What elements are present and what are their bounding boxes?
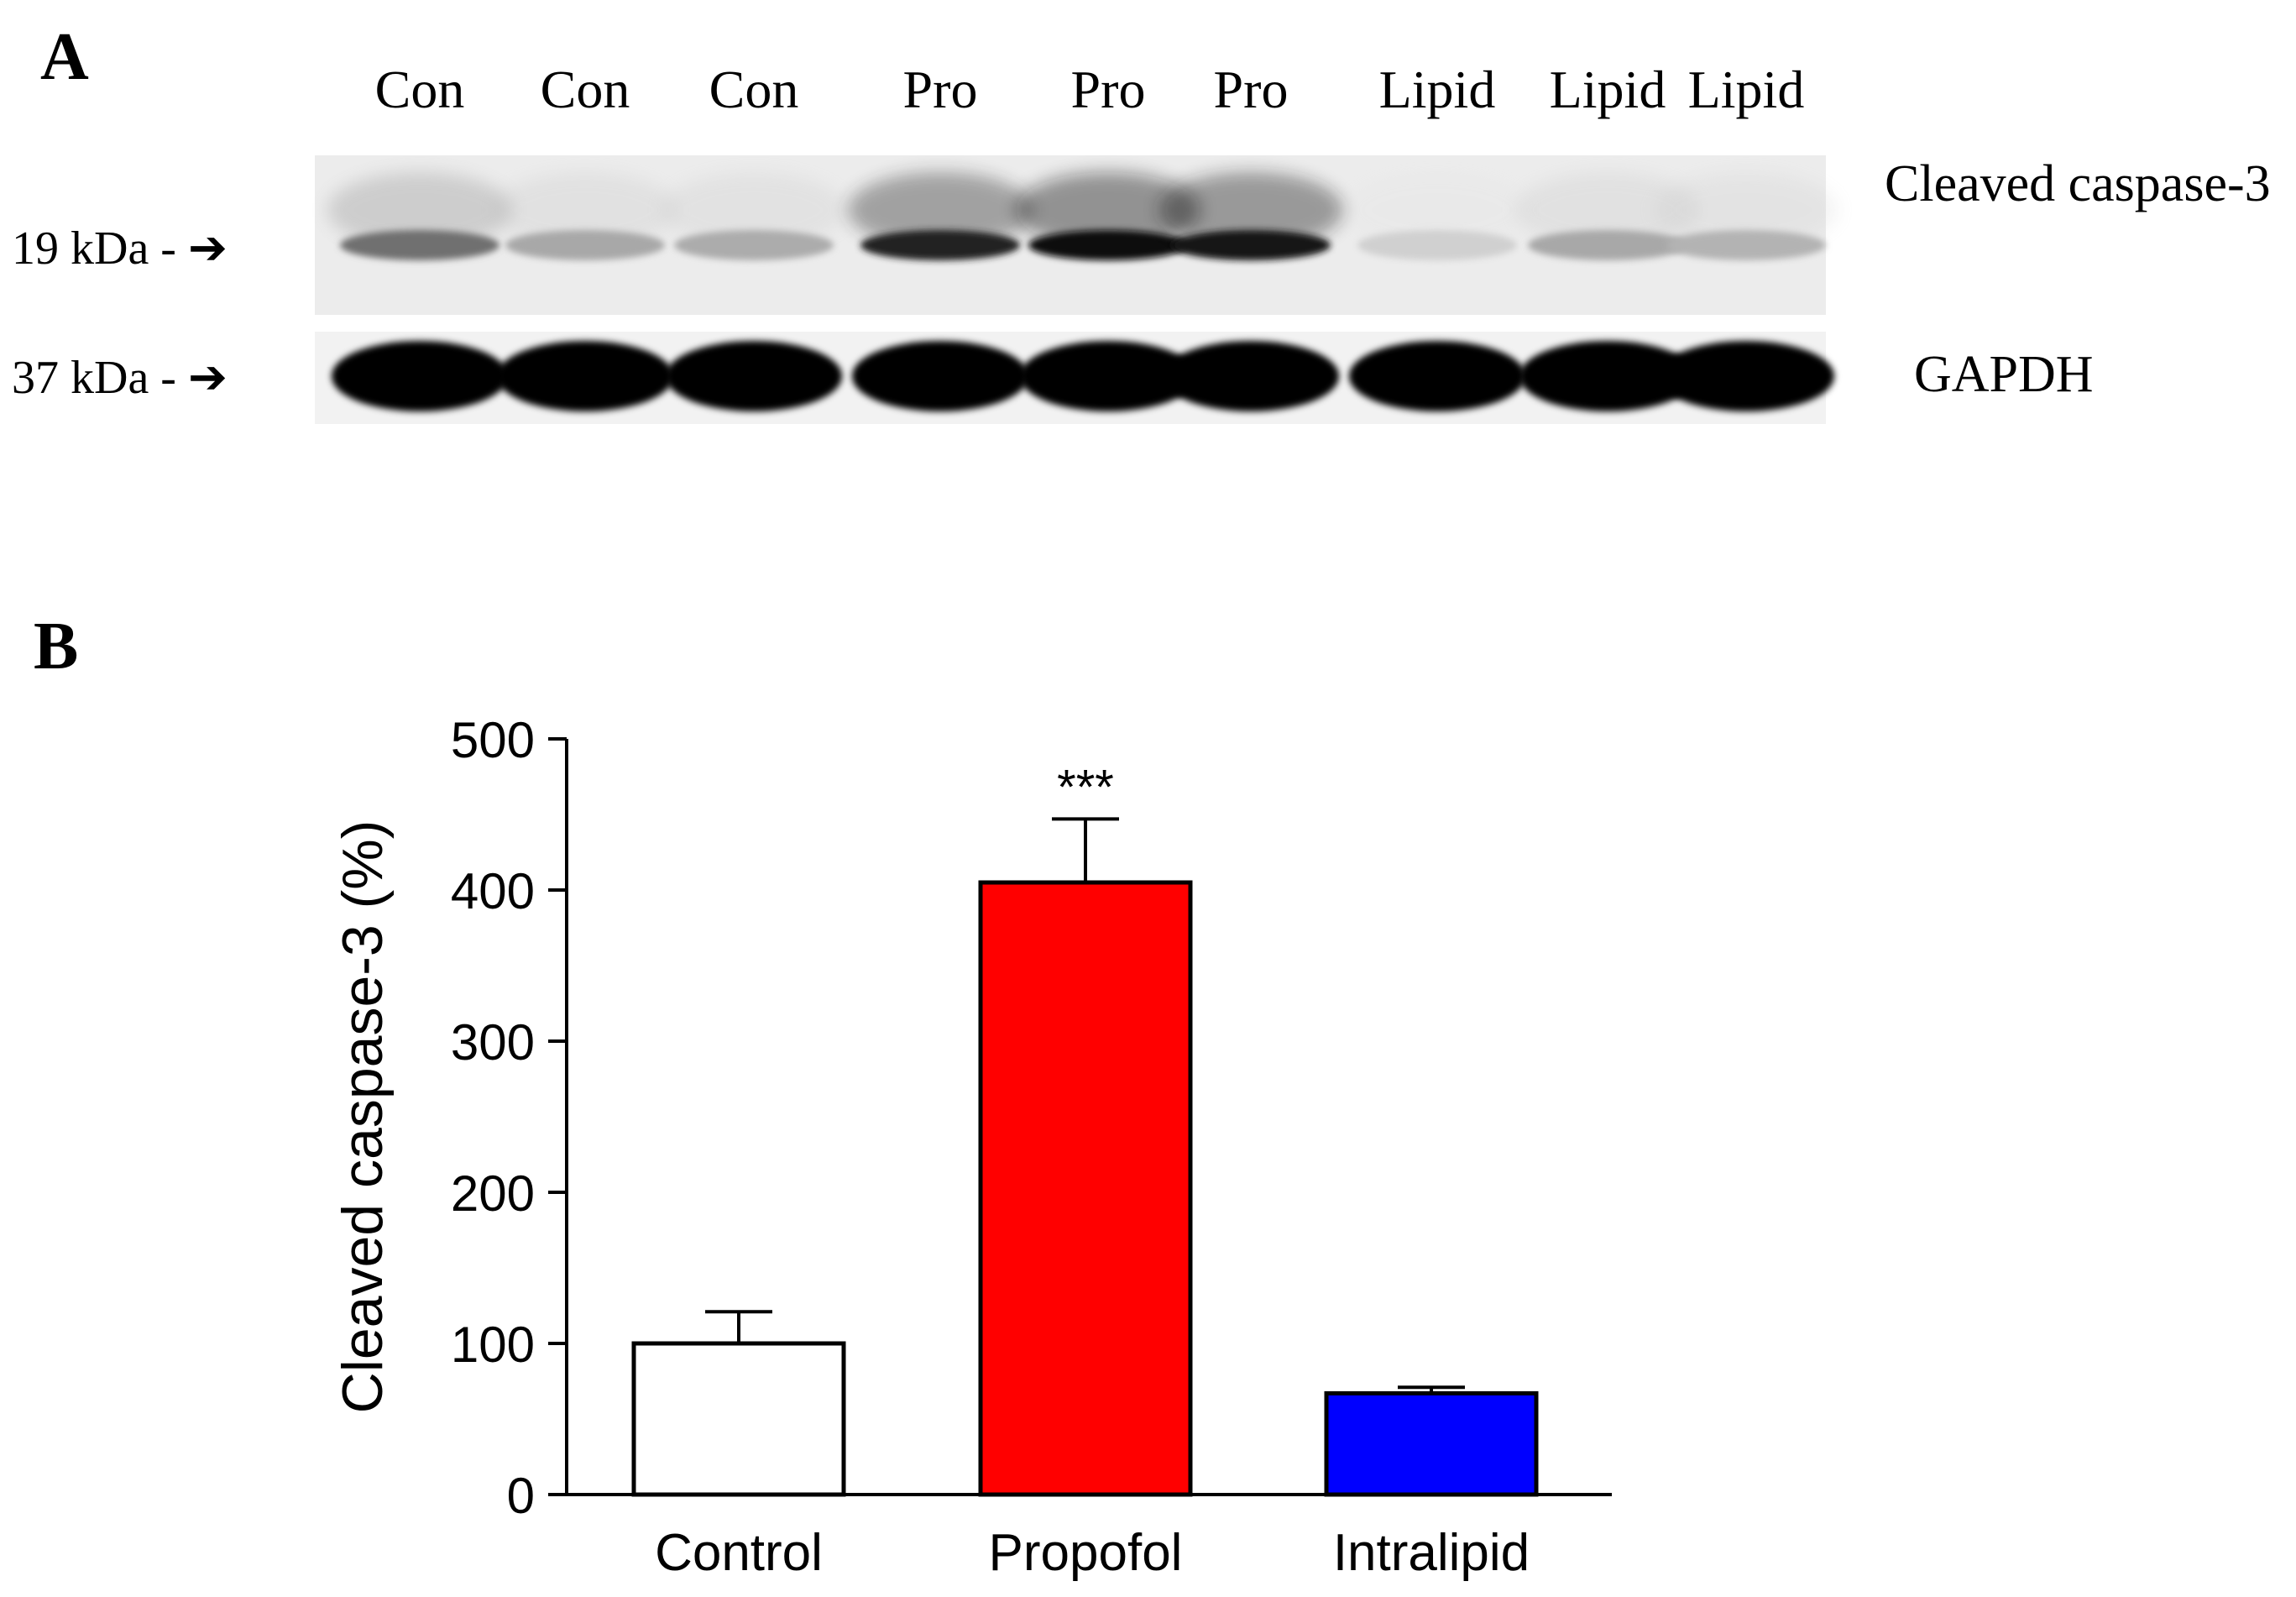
lane-label: Con	[540, 60, 630, 119]
chart-categories: Control Propofol Intralipid	[655, 1524, 1530, 1582]
gapdh-band	[332, 341, 508, 411]
gapdh-band	[1163, 341, 1339, 411]
lane-label: Pro	[902, 60, 978, 119]
gapdh-band	[497, 341, 673, 411]
bar	[631, 1341, 846, 1497]
caspase-band	[1528, 230, 1687, 260]
caspase-band	[1666, 230, 1826, 260]
gapdh-band	[666, 341, 842, 411]
lane-label: Pro	[1213, 60, 1289, 119]
lane-label: Con	[374, 60, 465, 119]
gapdh-band	[1658, 341, 1834, 411]
chart-ticks: 0 100 200 300 400 500	[451, 712, 567, 1524]
caspase-smear	[493, 172, 677, 248]
significance-annotation: ***	[1057, 760, 1114, 814]
caspase-band	[505, 230, 665, 260]
bar	[978, 880, 1193, 1497]
y-axis-label: Cleaved caspase-3 (%)	[331, 820, 395, 1414]
gapdh-band-label: GAPDH	[1914, 346, 2094, 403]
caspase-smear	[662, 172, 846, 248]
arrow-right-icon: - ➔	[160, 352, 228, 404]
gapdh-band	[1020, 341, 1196, 411]
caspase-band	[674, 230, 834, 260]
caspase-smear	[848, 172, 1033, 248]
y-tick-label: 400	[451, 863, 535, 919]
cleaved-caspase-band-label: Cleaved caspase-3	[1885, 155, 2271, 212]
gapdh-band	[852, 341, 1028, 411]
caspase-smear	[1654, 172, 1838, 248]
caspase-band	[1357, 230, 1517, 260]
mw-gapdh-label: 37 kDa - ➔	[12, 352, 228, 404]
lane-label: Con	[709, 60, 799, 119]
bar	[1324, 1390, 1539, 1497]
y-tick-label: 0	[507, 1468, 535, 1524]
chart-bars: ***	[631, 760, 1539, 1497]
mw-caspase-label: 19 kDa - ➔	[12, 223, 228, 275]
gapdh-band	[1349, 341, 1525, 411]
lane-label: Lipid	[1549, 60, 1666, 119]
x-category-label: Intralipid	[1333, 1524, 1530, 1582]
caspase-band	[1171, 230, 1331, 260]
lane-label: Pro	[1070, 60, 1146, 119]
lane-label: Lipid	[1687, 60, 1805, 119]
arrow-right-icon: - ➔	[160, 223, 228, 275]
gapdh-band	[1519, 341, 1696, 411]
x-category-label: Propofol	[989, 1524, 1183, 1582]
caspase-band	[860, 230, 1020, 260]
caspase-smear	[1345, 172, 1530, 248]
caspase-smear	[1016, 172, 1200, 248]
panel-a-letter: A	[40, 20, 89, 94]
x-category-label: Control	[655, 1524, 823, 1582]
caspase-band	[340, 230, 499, 260]
y-tick-label: 100	[451, 1317, 535, 1373]
caspase-smear	[1515, 172, 1700, 248]
panel-b-letter: B	[34, 610, 79, 683]
caspase-smear	[1158, 172, 1343, 248]
lane-label: Lipid	[1378, 60, 1496, 119]
y-tick-label: 300	[451, 1014, 535, 1071]
western-blot	[315, 155, 1838, 424]
y-tick-label: 500	[451, 712, 535, 768]
caspase-smear	[327, 172, 512, 248]
caspase-band	[1028, 230, 1188, 260]
y-tick-label: 200	[451, 1165, 535, 1222]
